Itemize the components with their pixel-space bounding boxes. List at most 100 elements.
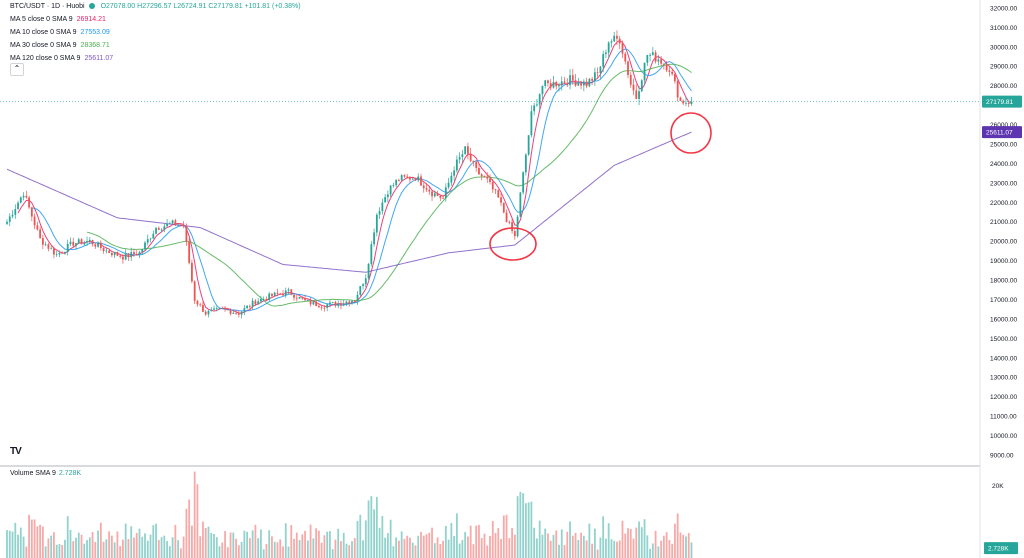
candle bbox=[127, 253, 130, 261]
volume-bar bbox=[298, 540, 301, 558]
candle bbox=[370, 240, 373, 267]
candle bbox=[508, 220, 511, 225]
candle-body bbox=[293, 294, 295, 298]
candle bbox=[28, 195, 30, 210]
candle bbox=[558, 82, 560, 92]
candle bbox=[356, 291, 359, 305]
volume-bar bbox=[431, 527, 433, 558]
volume-bar bbox=[649, 548, 651, 558]
candle bbox=[591, 76, 594, 85]
candle-body bbox=[86, 241, 88, 243]
candle-body bbox=[607, 42, 610, 53]
candle-body bbox=[665, 64, 668, 71]
candle-body bbox=[168, 223, 171, 225]
volume-bar bbox=[273, 541, 276, 558]
candle-body bbox=[254, 300, 257, 305]
candle-body bbox=[221, 307, 224, 309]
candle bbox=[135, 250, 138, 256]
candle bbox=[364, 274, 367, 288]
volume-bar bbox=[110, 535, 113, 558]
tradingview-logo-icon[interactable]: TV bbox=[10, 446, 22, 457]
volume-bar bbox=[75, 537, 77, 558]
candle-body bbox=[69, 241, 72, 244]
candle bbox=[475, 160, 478, 172]
candle bbox=[538, 93, 541, 111]
volume-bar bbox=[398, 540, 400, 558]
ohlc-values: O27078.00 H27296.57 L26724.91 C27179.81 … bbox=[100, 3, 301, 10]
volume-bar bbox=[6, 530, 8, 558]
volume-bar bbox=[671, 543, 674, 558]
volume-bar bbox=[226, 547, 229, 558]
candle-body bbox=[55, 254, 58, 256]
candle bbox=[99, 240, 102, 251]
volume-bar bbox=[171, 537, 174, 558]
candle bbox=[108, 250, 111, 254]
candle-body bbox=[282, 293, 284, 296]
volume-bar bbox=[108, 531, 111, 558]
candle bbox=[467, 142, 469, 160]
candle-body bbox=[530, 111, 533, 136]
volume-bar bbox=[690, 542, 693, 558]
candle-body bbox=[177, 225, 180, 226]
candle bbox=[91, 239, 94, 247]
candle bbox=[75, 242, 77, 250]
ma120-legend[interactable]: MA 120 close 0 SMA 9 25611.07 bbox=[10, 52, 301, 65]
candle bbox=[353, 299, 356, 303]
volume-bar bbox=[215, 537, 218, 558]
volume-bar bbox=[28, 514, 30, 558]
candle bbox=[50, 245, 53, 250]
symbol-title[interactable]: BTC/USDT · 1D · Huobi bbox=[10, 3, 85, 10]
symbol-row: BTC/USDT · 1D · Huobi O27078.00 H27296.57… bbox=[10, 0, 301, 13]
volume-legend[interactable]: Volume SMA 9 2.728K bbox=[10, 470, 81, 477]
legend-collapse-button[interactable]: ⌃ bbox=[10, 63, 24, 76]
volume-bar bbox=[77, 532, 80, 558]
volume-bar bbox=[301, 534, 304, 558]
volume-bar bbox=[486, 545, 489, 558]
candle bbox=[676, 79, 679, 102]
ma30-legend[interactable]: MA 30 close 0 SMA 9 28368.71 bbox=[10, 39, 301, 52]
badge-bg bbox=[984, 542, 1018, 555]
volume-bar bbox=[210, 532, 213, 558]
volume-bar bbox=[282, 546, 284, 558]
candle-body bbox=[511, 222, 513, 232]
candle bbox=[179, 223, 182, 227]
volume-bar bbox=[516, 496, 519, 558]
ma5-legend[interactable]: MA 5 close 0 SMA 9 26914.21 bbox=[10, 13, 301, 26]
volume-bar bbox=[86, 540, 88, 558]
y-tick-label: 21000.00 bbox=[990, 219, 1017, 226]
chart-legend: BTC/USDT · 1D · Huobi O27078.00 H27296.57… bbox=[10, 0, 301, 65]
candle bbox=[326, 303, 329, 312]
candle bbox=[522, 171, 525, 195]
candle bbox=[629, 72, 632, 88]
candle-body bbox=[163, 226, 166, 230]
candle-body bbox=[453, 170, 456, 176]
candle bbox=[563, 76, 566, 84]
volume-bar bbox=[41, 526, 44, 558]
volume-bar bbox=[569, 521, 571, 558]
candle-body bbox=[547, 80, 549, 84]
candle-body bbox=[262, 298, 265, 300]
volume-bar bbox=[91, 531, 94, 558]
candle-body bbox=[682, 100, 685, 104]
candle bbox=[541, 85, 544, 100]
candle-body bbox=[155, 227, 157, 234]
candle bbox=[478, 162, 480, 175]
volume-bar bbox=[607, 523, 610, 558]
ma10-legend[interactable]: MA 10 close 0 SMA 9 27553.09 bbox=[10, 26, 301, 39]
candle bbox=[240, 311, 243, 319]
candle bbox=[472, 160, 475, 167]
candle-body bbox=[44, 244, 47, 246]
candle bbox=[351, 299, 353, 305]
candle-body bbox=[491, 181, 494, 190]
candle bbox=[569, 69, 571, 90]
candle-body bbox=[72, 241, 75, 246]
candle bbox=[395, 179, 398, 188]
candle bbox=[210, 307, 213, 312]
candle bbox=[224, 306, 226, 312]
volume-value: 2.728K bbox=[58, 470, 82, 477]
volume-bar bbox=[414, 545, 417, 558]
candle bbox=[202, 301, 204, 313]
candle bbox=[235, 309, 237, 315]
volume-bar bbox=[530, 501, 533, 558]
